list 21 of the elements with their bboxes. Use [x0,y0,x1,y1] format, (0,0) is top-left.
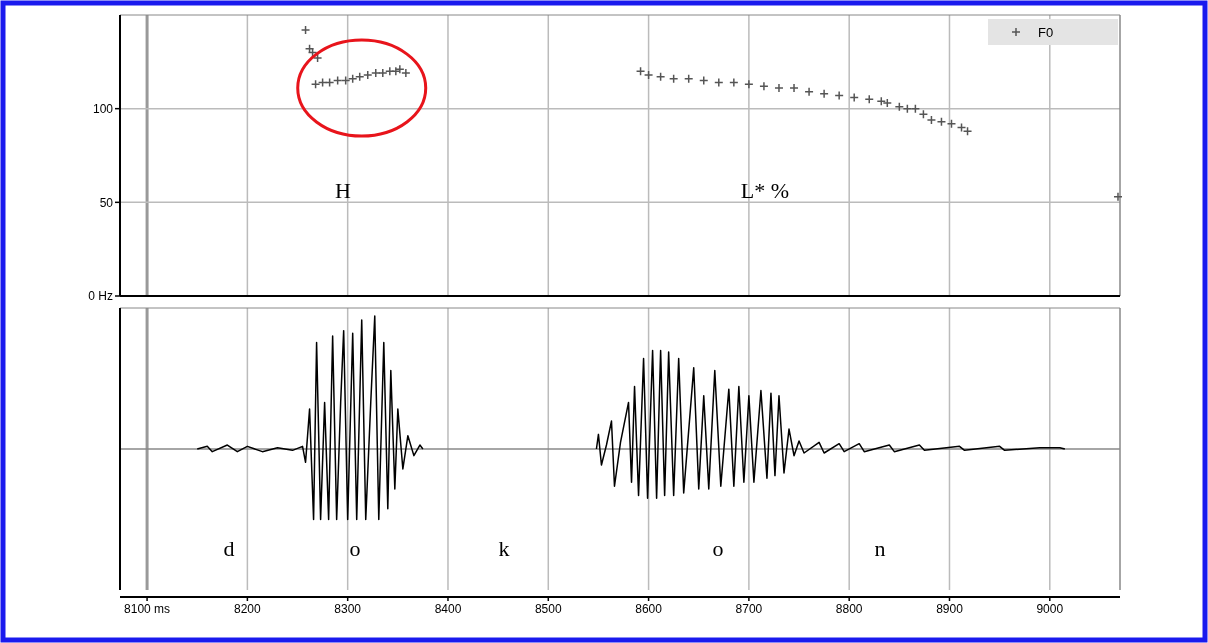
text: d [223,535,235,561]
x-tick-label: 8700 [735,602,763,617]
x-tick-label: 8800 [835,602,863,617]
x-tick-label: 8600 [635,602,663,617]
x-tick-label: 8100 ms [124,602,171,617]
annotation: H [335,177,352,203]
x-tick-label: 8400 [434,602,462,617]
text: k [498,535,510,561]
x-tick-label: 8900 [936,602,964,617]
y-tick-label: 100 [92,101,114,116]
x-tick-label: 8500 [534,602,562,617]
x-tick-label: 8200 [234,602,262,617]
x-tick-label: 8300 [334,602,362,617]
y-tick-label: 0 Hz [88,289,113,304]
x-tick-label: 9000 [1036,602,1064,617]
text: o [349,535,361,561]
text: o [712,535,724,561]
text: n [874,535,886,561]
annotation: L* % [740,177,790,203]
y-tick-label: 50 [99,195,114,210]
legend-label: F0 [1038,24,1054,40]
